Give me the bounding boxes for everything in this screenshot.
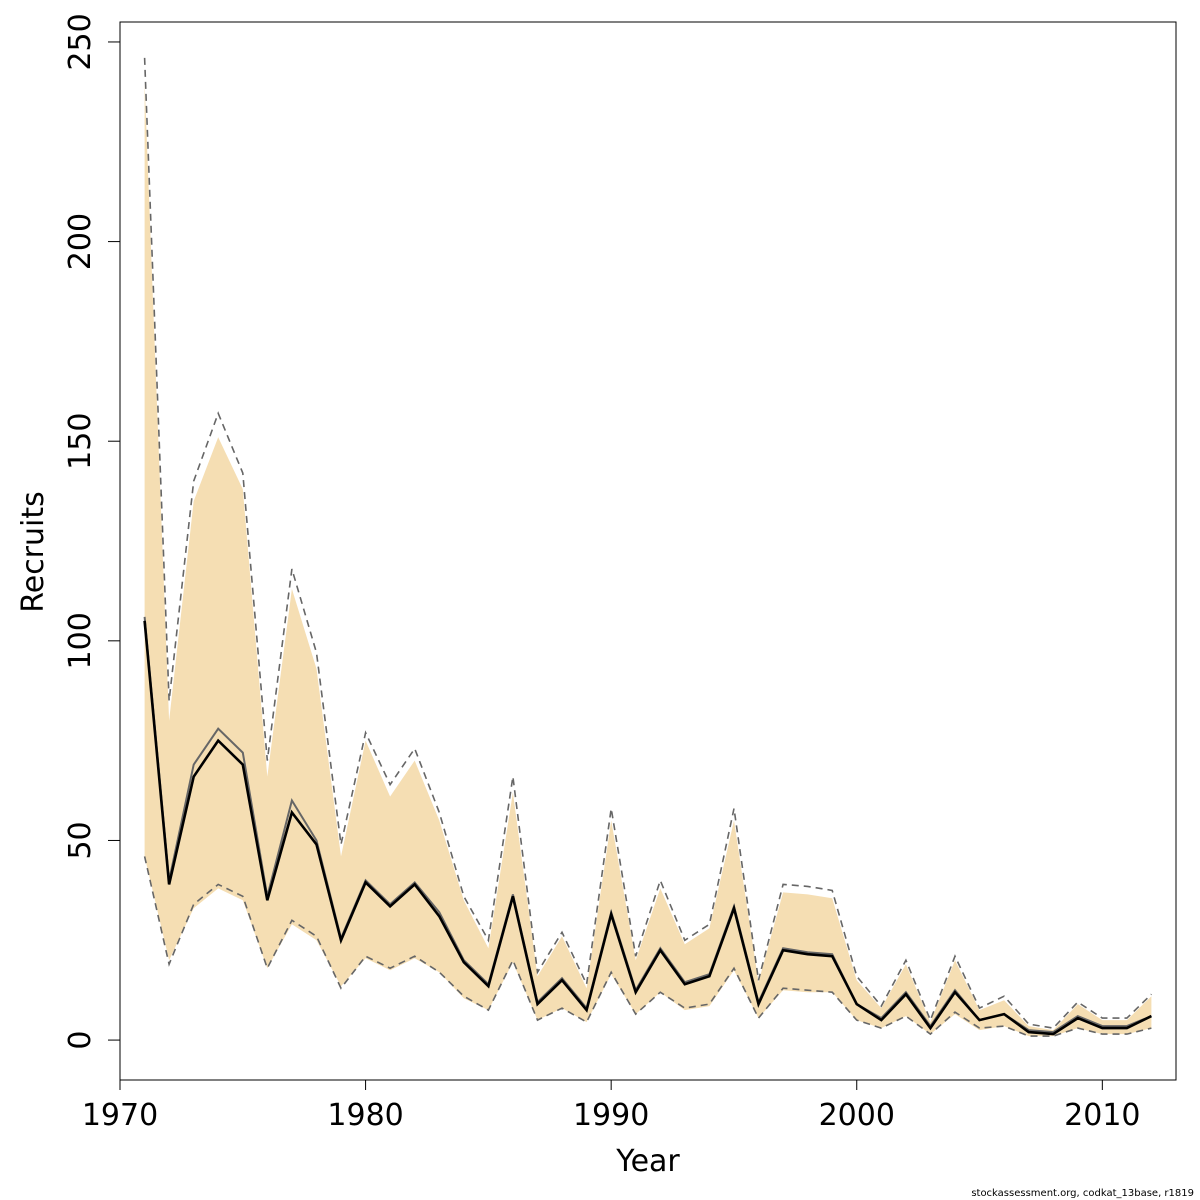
y-tick-label: 200	[63, 213, 98, 270]
caption-text: stockassessment.org, codkat_13base, r181…	[971, 1188, 1194, 1199]
upper-bound-dashed-line	[143, 57, 1152, 1029]
axes-layer: 1970 1980 1990 2000 2010 0 50 100 150 200 250	[63, 13, 1141, 1133]
x-tick-label: 2010	[1064, 1098, 1140, 1133]
y-tick-label: 50	[63, 821, 98, 859]
series-line-layer	[143, 616, 1152, 1036]
confidence-band-fill	[144, 81, 1152, 1037]
x-axis-title: Year	[615, 1144, 680, 1179]
x-tick-label: 2000	[819, 1098, 895, 1133]
confidence-band-layer	[143, 57, 1152, 1037]
y-tick-label: 250	[63, 13, 98, 70]
y-tick-label: 150	[63, 413, 98, 470]
y-tick-label: 100	[63, 612, 98, 669]
y-axis-title: Recruits	[16, 491, 51, 613]
x-tick-label: 1970	[82, 1098, 158, 1133]
x-tick-label: 1990	[573, 1098, 649, 1133]
y-tick-label: 0	[63, 1031, 98, 1050]
lower-bound-dashed-line	[143, 856, 1152, 1037]
series-line-median	[143, 620, 1152, 1036]
x-tick-label: 1980	[327, 1098, 403, 1133]
